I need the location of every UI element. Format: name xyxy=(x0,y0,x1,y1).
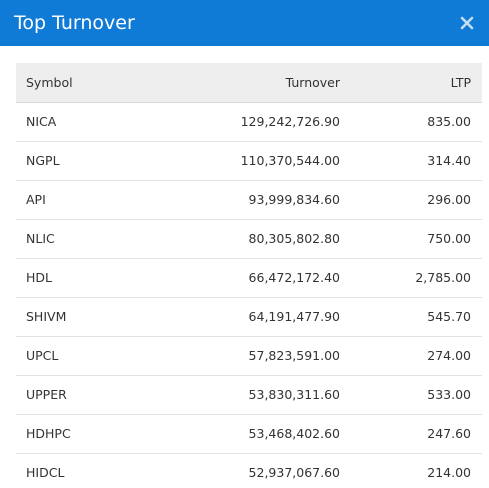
cell-turnover: 52,937,067.60 xyxy=(248,465,340,481)
cell-symbol: NGPL xyxy=(26,153,60,168)
cell-turnover: 57,823,591.00 xyxy=(248,348,340,363)
cell-symbol: API xyxy=(26,192,46,207)
cell-ltp: 835.00 xyxy=(427,114,471,129)
cell-symbol: HDL xyxy=(26,270,52,285)
turnover-table-container: Symbol Turnover LTP NICA 129,242,726.90 83… xyxy=(16,63,482,488)
column-header-ltp[interactable]: LTP xyxy=(340,63,482,103)
column-header-symbol[interactable]: Symbol xyxy=(16,63,156,103)
cell-turnover: 129,242,726.90 xyxy=(240,114,340,129)
table-row[interactable]: HDHPC 53,468,402.60 247.60 xyxy=(16,414,482,453)
table-row[interactable]: API 93,999,834.60 296.00 xyxy=(16,180,482,219)
cell-symbol: NICA xyxy=(26,114,57,129)
cell-turnover: 80,305,802.80 xyxy=(248,231,340,246)
table-row[interactable]: UPCL 57,823,591.00 274.00 xyxy=(16,336,482,375)
cell-turnover: 64,191,477.90 xyxy=(248,309,340,324)
cell-symbol: UPPER xyxy=(26,387,67,402)
cell-ltp: 533.00 xyxy=(427,387,471,402)
cell-symbol: UPCL xyxy=(26,348,59,363)
cell-ltp: 214.00 xyxy=(427,465,471,481)
cell-ltp: 274.00 xyxy=(427,348,471,363)
table-row[interactable]: NICA 129,242,726.90 835.00 xyxy=(16,102,482,141)
cell-symbol: HDHPC xyxy=(26,426,71,441)
table-row[interactable]: NGPL 110,370,544.00 314.40 xyxy=(16,141,482,180)
modal-header: Top Turnover xyxy=(0,0,489,46)
cell-ltp: 750.00 xyxy=(427,231,471,246)
cell-symbol: SHIVM xyxy=(26,309,67,324)
table-header-row: Symbol Turnover LTP xyxy=(16,63,482,103)
table-row[interactable]: NLIC 80,305,802.80 750.00 xyxy=(16,219,482,258)
turnover-table: Symbol Turnover LTP NICA 129,242,726.90 83… xyxy=(16,63,482,488)
table-row[interactable]: HIDCL 52,937,067.60 214.00 xyxy=(16,453,482,488)
cell-turnover: 93,999,834.60 xyxy=(248,192,340,207)
close-button[interactable] xyxy=(457,13,477,33)
cell-turnover: 66,472,172.40 xyxy=(248,270,340,285)
close-icon xyxy=(460,16,474,30)
modal-title: Top Turnover xyxy=(14,12,135,34)
table-row[interactable]: HDL 66,472,172.40 2,785.00 xyxy=(16,258,482,297)
cell-symbol: HIDCL xyxy=(26,465,65,481)
cell-ltp: 545.70 xyxy=(427,309,471,324)
cell-turnover: 53,830,311.60 xyxy=(248,387,340,402)
table-row[interactable]: UPPER 53,830,311.60 533.00 xyxy=(16,375,482,414)
cell-ltp: 296.00 xyxy=(427,192,471,207)
table-row[interactable]: SHIVM 64,191,477.90 545.70 xyxy=(16,297,482,336)
cell-ltp: 314.40 xyxy=(427,153,471,168)
column-header-turnover[interactable]: Turnover xyxy=(156,63,340,103)
cell-turnover: 110,370,544.00 xyxy=(240,153,340,168)
cell-ltp: 2,785.00 xyxy=(415,270,471,285)
cell-symbol: NLIC xyxy=(26,231,55,246)
cell-turnover: 53,468,402.60 xyxy=(248,426,340,441)
cell-ltp: 247.60 xyxy=(427,426,471,441)
